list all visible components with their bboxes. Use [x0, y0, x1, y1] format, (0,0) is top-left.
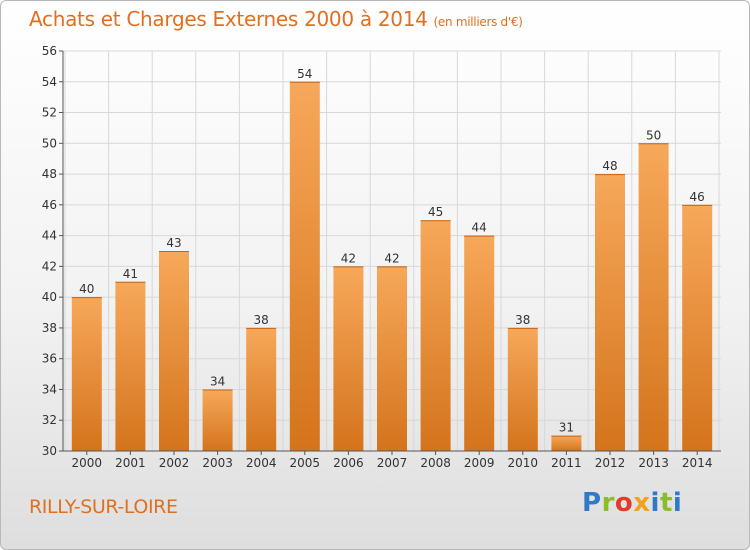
- y-tick-label: 52: [42, 106, 57, 120]
- y-tick-label: 36: [42, 352, 57, 366]
- y-tick-label: 48: [42, 167, 57, 181]
- proxiti-logo[interactable]: Proxiti: [582, 488, 682, 518]
- logo-letter: o: [614, 488, 634, 518]
- y-tick-label: 40: [42, 290, 57, 304]
- bar[interactable]: [246, 327, 277, 451]
- x-tick-label: 2000: [72, 456, 103, 470]
- value-label: 41: [123, 267, 138, 281]
- y-tick-label: 56: [42, 44, 57, 58]
- logo-letter: i: [650, 488, 660, 518]
- y-tick-label: 44: [42, 229, 57, 243]
- logo-letter: t: [659, 488, 673, 518]
- value-label: 46: [690, 190, 705, 204]
- bar[interactable]: [377, 266, 407, 451]
- bar[interactable]: [507, 327, 538, 451]
- value-label: 42: [341, 251, 356, 265]
- y-tick-label: 50: [42, 136, 57, 150]
- x-tick-label: 2007: [377, 456, 408, 470]
- value-label: 54: [297, 67, 312, 81]
- x-tick-label: 2010: [508, 456, 539, 470]
- bar[interactable]: [289, 81, 320, 452]
- value-label: 34: [210, 374, 225, 388]
- value-label: 45: [428, 205, 443, 219]
- value-labels: 40 41 43 34 38 54 42 42 45 44 38 31 48 50 46: [79, 67, 705, 435]
- chart-subtitle: (en milliers d'€): [433, 15, 523, 29]
- bar[interactable]: [464, 235, 495, 451]
- axes: 30 32 34 36 38 40 42 44 46 48 50 52 54 56 2000 2001 2002…: [42, 44, 721, 470]
- value-label: 40: [79, 282, 94, 296]
- bar[interactable]: [159, 251, 189, 451]
- x-tick-label: 2011: [551, 456, 582, 470]
- y-tick-label: 34: [42, 382, 57, 396]
- y-tick-label: 32: [42, 413, 57, 427]
- x-tick-label: 2001: [115, 456, 146, 470]
- x-tick-label: 2012: [595, 456, 626, 470]
- value-label: 50: [646, 128, 661, 142]
- x-tick-label: 2005: [290, 456, 321, 470]
- x-tick-label: 2008: [420, 456, 451, 470]
- logo-letter: P: [582, 488, 602, 518]
- x-tick-label: 2002: [159, 456, 190, 470]
- bar[interactable]: [202, 389, 233, 451]
- bar[interactable]: [71, 297, 102, 451]
- bar[interactable]: [682, 204, 713, 451]
- value-label: 31: [559, 421, 574, 435]
- logo-letter: x: [633, 488, 651, 518]
- bar[interactable]: [638, 143, 669, 452]
- bar[interactable]: [595, 174, 625, 452]
- logo-letter: i: [672, 488, 683, 518]
- x-tick-label: 2004: [246, 456, 277, 470]
- bars: [71, 81, 713, 452]
- bar[interactable]: [420, 220, 451, 451]
- y-tick-label: 54: [42, 75, 57, 89]
- y-tick-label: 46: [42, 198, 57, 212]
- y-tick-label: 30: [42, 444, 57, 458]
- bar[interactable]: [115, 281, 146, 451]
- logo-letter: r: [601, 488, 615, 518]
- value-label: 48: [602, 159, 617, 173]
- commune-name: RILLY-SUR-LOIRE: [29, 496, 178, 518]
- value-label: 43: [166, 236, 181, 250]
- value-label: 38: [515, 313, 530, 327]
- chart-title-text: Achats et Charges Externes 2000 à 2014: [29, 7, 428, 31]
- x-tick-label: 2013: [638, 456, 669, 470]
- y-tick-label: 42: [42, 259, 57, 273]
- x-tick-label: 2003: [202, 456, 233, 470]
- chart-title: Achats et Charges Externes 2000 à 2014 (e…: [29, 7, 523, 31]
- value-label: 42: [384, 251, 399, 265]
- x-tick-label: 2009: [464, 456, 495, 470]
- value-label: 38: [254, 313, 269, 327]
- x-tick-label: 2006: [333, 456, 364, 470]
- bar[interactable]: [333, 266, 364, 451]
- x-tick-label: 2014: [682, 456, 713, 470]
- value-label: 44: [472, 221, 487, 235]
- y-tick-label: 38: [42, 321, 57, 335]
- bar[interactable]: [551, 435, 582, 451]
